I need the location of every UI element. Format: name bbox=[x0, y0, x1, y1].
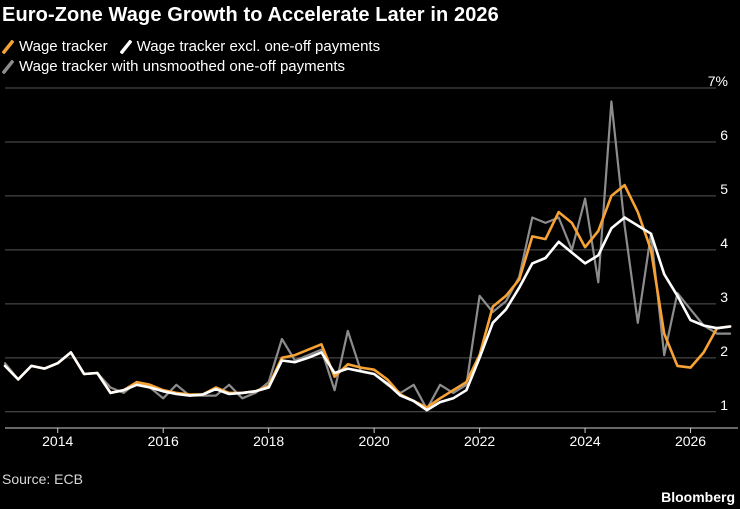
x-tick-label: 2026 bbox=[675, 433, 706, 449]
series-line-wage-tracker bbox=[3, 183, 732, 409]
x-tick-label: 2016 bbox=[148, 433, 179, 449]
legend-row-1: Wage tracker Wage tracker excl. one-off … bbox=[2, 38, 380, 55]
y-tick-label: 5 bbox=[720, 181, 728, 197]
legend-item-wage-tracker-excl: Wage tracker excl. one-off payments bbox=[119, 38, 381, 55]
legend-row-2: Wage tracker with unsmoothed one-off pay… bbox=[2, 58, 345, 78]
legend-swatch-orange bbox=[2, 39, 14, 54]
y-tick-label: 1 bbox=[720, 397, 728, 413]
y-tick-label: 6 bbox=[720, 127, 728, 143]
source-note: Source: ECB bbox=[2, 471, 83, 487]
series-line-wage-tracker-excl-one-off-payments bbox=[3, 216, 732, 412]
x-tick-label: 2020 bbox=[359, 433, 390, 449]
y-tick-label: 3 bbox=[720, 289, 728, 305]
y-tick-label: 2 bbox=[720, 343, 728, 359]
x-tick-label: 2024 bbox=[569, 433, 600, 449]
legend-label: Wage tracker with unsmoothed one-off pay… bbox=[19, 58, 346, 75]
y-tick-label: 7% bbox=[708, 73, 728, 89]
legend-swatch-white bbox=[119, 39, 132, 54]
legend-swatch-gray bbox=[2, 59, 14, 74]
x-tick-label: 2018 bbox=[253, 433, 284, 449]
chart-title: Euro-Zone Wage Growth to Accelerate Late… bbox=[2, 4, 499, 26]
legend-item-wage-tracker-unsmoothed: Wage tracker with unsmoothed one-off pay… bbox=[2, 58, 345, 75]
y-tick-label: 4 bbox=[720, 235, 728, 251]
x-tick-label: 2014 bbox=[42, 433, 73, 449]
bloomberg-logo: Bloomberg bbox=[661, 489, 735, 505]
x-tick-label: 2022 bbox=[464, 433, 495, 449]
legend-label: Wage tracker excl. one-off payments bbox=[136, 38, 381, 55]
legend-label: Wage tracker bbox=[19, 38, 108, 55]
series-line-wage-tracker-with-unsmoothed-one-off-payments bbox=[3, 100, 732, 411]
legend-item-wage-tracker: Wage tracker bbox=[2, 38, 108, 55]
